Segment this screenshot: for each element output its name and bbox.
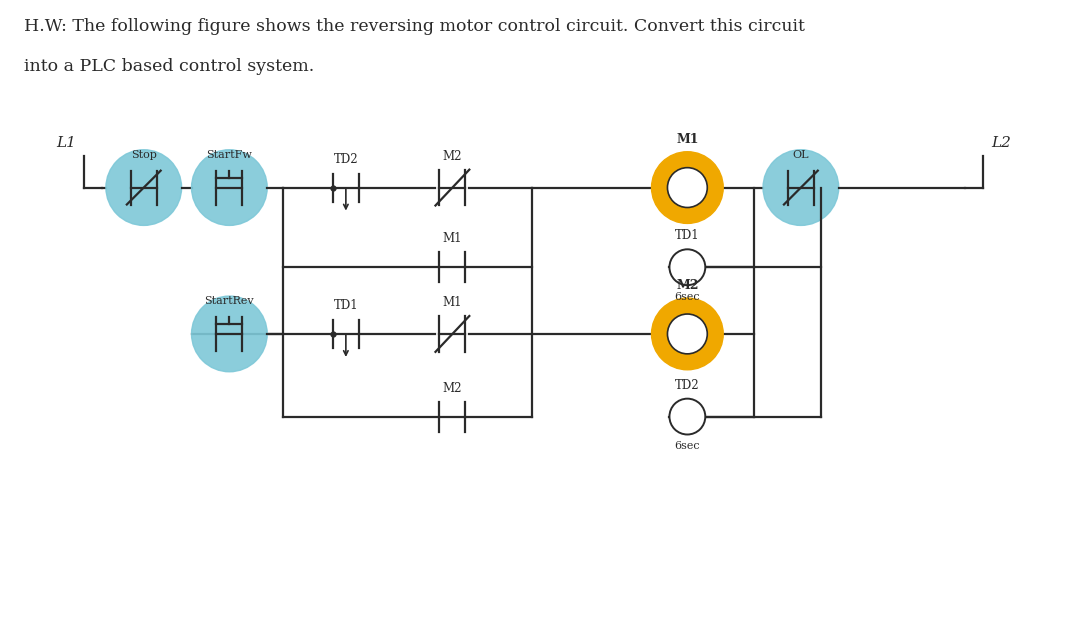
Text: StartRev: StartRev [204, 296, 254, 306]
Text: OL: OL [793, 150, 809, 160]
Text: TD1: TD1 [333, 299, 358, 312]
Text: M1: M1 [443, 233, 463, 245]
Text: M1: M1 [677, 133, 698, 146]
Ellipse shape [652, 298, 723, 370]
Text: M1: M1 [443, 296, 463, 309]
Text: L2: L2 [992, 135, 1011, 150]
Text: 6sec: 6sec [674, 442, 700, 452]
Text: 6sec: 6sec [674, 292, 700, 302]
Ellipse shape [669, 249, 705, 285]
Ellipse shape [763, 150, 838, 226]
Ellipse shape [669, 399, 705, 435]
Text: Stop: Stop [130, 150, 156, 160]
Text: TD2: TD2 [333, 153, 358, 166]
Text: TD2: TD2 [675, 379, 699, 392]
Text: TD1: TD1 [675, 229, 699, 242]
Text: M2: M2 [443, 150, 463, 163]
Text: StartFw: StartFw [206, 150, 252, 160]
Text: M2: M2 [677, 279, 698, 292]
Ellipse shape [106, 150, 181, 226]
Ellipse shape [668, 314, 707, 354]
Ellipse shape [191, 296, 267, 372]
Ellipse shape [191, 150, 267, 226]
Text: H.W: The following figure shows the reversing motor control circuit. Convert thi: H.W: The following figure shows the reve… [24, 19, 805, 35]
Text: into a PLC based control system.: into a PLC based control system. [24, 58, 315, 75]
Text: L1: L1 [56, 135, 76, 150]
Text: M2: M2 [443, 381, 463, 395]
Ellipse shape [652, 151, 723, 224]
Ellipse shape [668, 167, 707, 208]
